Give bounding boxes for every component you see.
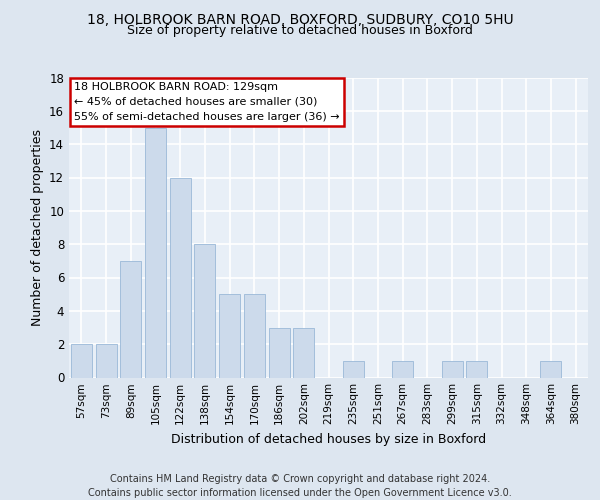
Bar [170,178,191,378]
Bar [95,344,116,378]
Text: Contains HM Land Registry data © Crown copyright and database right 2024.
Contai: Contains HM Land Registry data © Crown c… [88,474,512,498]
Bar [120,261,141,378]
Bar [293,328,314,378]
Bar [71,344,92,378]
Bar [145,128,166,378]
Text: 18 HOLBROOK BARN ROAD: 129sqm
← 45% of detached houses are smaller (30)
55% of s: 18 HOLBROOK BARN ROAD: 129sqm ← 45% of d… [74,82,340,122]
Bar [442,361,463,378]
Bar [466,361,487,378]
Bar [194,244,215,378]
Bar [392,361,413,378]
X-axis label: Distribution of detached houses by size in Boxford: Distribution of detached houses by size … [171,433,486,446]
Bar [219,294,240,378]
Bar [244,294,265,378]
Bar [541,361,562,378]
Bar [269,328,290,378]
Text: Size of property relative to detached houses in Boxford: Size of property relative to detached ho… [127,24,473,37]
Text: 18, HOLBROOK BARN ROAD, BOXFORD, SUDBURY, CO10 5HU: 18, HOLBROOK BARN ROAD, BOXFORD, SUDBURY… [86,12,514,26]
Bar [343,361,364,378]
Y-axis label: Number of detached properties: Number of detached properties [31,129,44,326]
